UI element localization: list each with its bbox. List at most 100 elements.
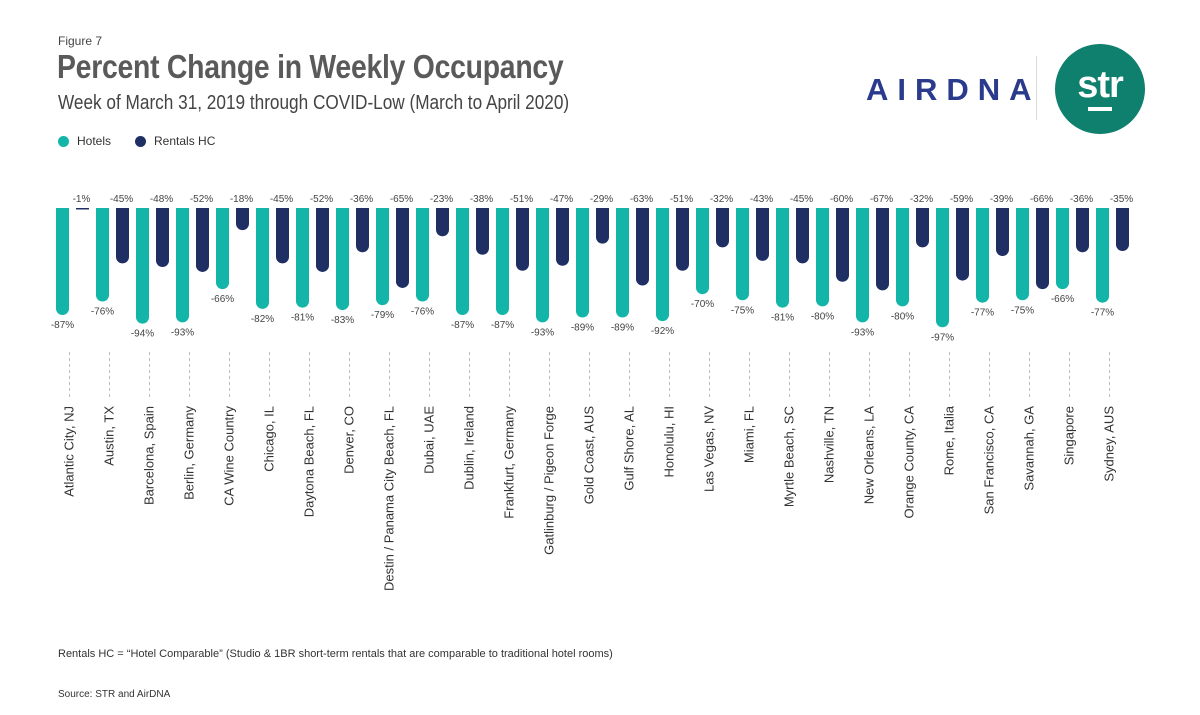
- bar-rentals-cap: [116, 250, 129, 264]
- bar-hotels: [136, 208, 149, 318]
- data-label-rentals: -45%: [110, 194, 133, 205]
- figure-label: Figure 7: [58, 34, 103, 48]
- bar-hotels-cap: [96, 288, 109, 302]
- bar-hotels-cap: [936, 314, 949, 328]
- legend-item-hotels: Hotels: [58, 134, 111, 148]
- legend-label-hotels: Hotels: [77, 134, 112, 148]
- bar-hotels: [176, 208, 189, 316]
- bar-rentals: [516, 208, 529, 265]
- legend-swatch-hotels: [58, 135, 69, 147]
- data-label-hotels: -80%: [811, 311, 834, 322]
- bar-rentals-cap: [876, 277, 889, 291]
- data-label-hotels: -87%: [491, 320, 514, 331]
- bar-rentals: [796, 208, 809, 257]
- data-label-hotels: -87%: [51, 320, 74, 331]
- data-label-rentals: -36%: [1070, 194, 1093, 205]
- bar-rentals-cap: [436, 223, 449, 237]
- bar-hotels-cap: [1016, 287, 1029, 301]
- bar-rentals: [396, 208, 409, 282]
- data-label-rentals: -36%: [350, 194, 373, 205]
- data-label-hotels: -94%: [131, 329, 154, 340]
- bar-hotels-cap: [656, 308, 669, 322]
- bar-rentals: [316, 208, 329, 266]
- bar-hotels: [936, 208, 949, 321]
- category-tick-label: New Orleans, LA: [862, 406, 877, 505]
- bar-rentals: [916, 208, 929, 241]
- bar-rentals-cap: [196, 258, 209, 272]
- footnote: Rentals HC = “Hotel Comparable” (Studio …: [58, 648, 613, 660]
- bar-rentals: [996, 208, 1009, 250]
- bar-hotels: [776, 208, 789, 302]
- category-tick-label: Destin / Panama City Beach, FL: [382, 406, 397, 591]
- bar-hotels-cap: [496, 302, 509, 316]
- bar-hotels: [616, 208, 629, 311]
- bar-hotels-cap: [376, 292, 389, 306]
- bar-hotels: [416, 208, 429, 295]
- bar-rentals-cap: [396, 274, 409, 288]
- category-tick-label: Gatlinburg / Pigeon Forge: [542, 406, 557, 555]
- bar-hotels-cap: [1096, 289, 1109, 303]
- data-label-hotels: -81%: [771, 313, 794, 324]
- bar-rentals: [196, 208, 209, 266]
- bar-rentals-cap: [356, 239, 369, 253]
- bar-hotels: [896, 208, 909, 300]
- data-label-hotels: -87%: [451, 320, 474, 331]
- data-label-rentals: -39%: [990, 194, 1013, 205]
- legend-label-rentals: Rentals HC: [154, 134, 216, 148]
- data-label-hotels: -76%: [411, 306, 434, 317]
- category-tick-label: Berlin, Germany: [182, 406, 197, 500]
- source-note: Source: STR and AirDNA: [58, 689, 171, 700]
- category-tick-label: Sydney, AUS: [1102, 406, 1117, 482]
- data-label-rentals: -1%: [73, 194, 91, 205]
- bar-rentals-cap: [156, 254, 169, 268]
- category-tick-label: Miami, FL: [742, 406, 757, 463]
- chart-legend: Hotels Rentals HC: [58, 134, 215, 148]
- data-label-hotels: -66%: [211, 294, 234, 305]
- data-label-rentals: -67%: [870, 194, 893, 205]
- bar-rentals: [1116, 208, 1129, 245]
- data-label-hotels: -93%: [171, 327, 194, 338]
- bar-rentals-cap: [316, 258, 329, 272]
- data-label-rentals: -29%: [590, 194, 613, 205]
- bar-rentals-cap: [996, 242, 1009, 256]
- bar-rentals: [596, 208, 609, 238]
- data-label-hotels: -70%: [691, 299, 714, 310]
- bar-hotels: [976, 208, 989, 297]
- bar-rentals-cap: [636, 272, 649, 286]
- data-label-rentals: -32%: [910, 194, 933, 205]
- data-label-rentals: -45%: [790, 194, 813, 205]
- bar-hotels: [656, 208, 669, 315]
- bar-rentals: [76, 208, 89, 210]
- data-label-hotels: -66%: [1051, 294, 1074, 305]
- bar-rentals-cap: [756, 247, 769, 261]
- bar-rentals: [716, 208, 729, 241]
- data-label-rentals: -32%: [710, 194, 733, 205]
- data-label-rentals: -23%: [430, 194, 453, 205]
- bar-hotels: [336, 208, 349, 304]
- airdna-logo: AIRDNA: [866, 72, 1041, 107]
- data-label-hotels: -89%: [611, 322, 634, 333]
- data-label-rentals: -18%: [230, 194, 253, 205]
- bar-rentals-cap: [236, 217, 249, 231]
- bar-hotels-cap: [336, 297, 349, 311]
- bar-hotels: [456, 208, 469, 309]
- data-label-rentals: -48%: [150, 194, 173, 205]
- bar-hotels-cap: [896, 293, 909, 307]
- bar-rentals-cap: [956, 267, 969, 281]
- data-label-hotels: -75%: [731, 305, 754, 316]
- data-label-rentals: -47%: [550, 194, 573, 205]
- bar-rentals: [1076, 208, 1089, 246]
- str-logo: str: [1055, 44, 1145, 134]
- data-label-hotels: -76%: [91, 306, 114, 317]
- category-tick-label: Nashville, TN: [822, 406, 837, 483]
- str-logo-underline: [1088, 107, 1112, 111]
- bar-hotels-cap: [776, 294, 789, 308]
- bar-rentals-cap: [1076, 239, 1089, 253]
- category-tick-label: Singapore: [1062, 406, 1077, 465]
- category-tick-label: Dubai, UAE: [422, 406, 437, 474]
- bar-hotels-cap: [576, 304, 589, 318]
- bar-rentals: [636, 208, 649, 279]
- category-tick-label: Austin, TX: [102, 406, 117, 466]
- data-label-hotels: -97%: [931, 332, 954, 343]
- bar-hotels-cap: [416, 288, 429, 302]
